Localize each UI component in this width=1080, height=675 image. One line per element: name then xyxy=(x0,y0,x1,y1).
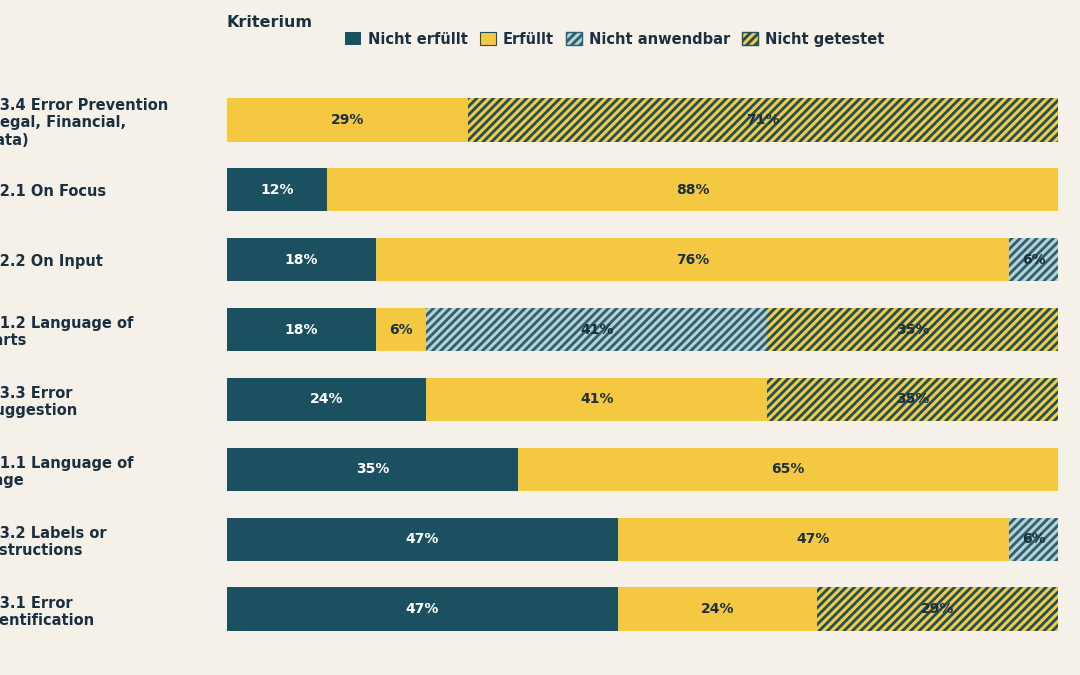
Text: 35%: 35% xyxy=(355,462,389,477)
Legend: Nicht erfüllt, Erfüllt, Nicht anwendbar, Nicht getestet: Nicht erfüllt, Erfüllt, Nicht anwendbar,… xyxy=(339,26,891,53)
Text: 71%: 71% xyxy=(746,113,780,127)
Text: 76%: 76% xyxy=(676,252,710,267)
Bar xyxy=(1009,238,1058,281)
Bar xyxy=(427,378,767,421)
Text: 41%: 41% xyxy=(580,323,613,337)
Bar xyxy=(1009,518,1058,561)
Bar xyxy=(1009,518,1058,561)
Text: 29%: 29% xyxy=(330,113,364,127)
Text: 35%: 35% xyxy=(896,323,930,337)
Bar xyxy=(1009,238,1058,281)
Bar xyxy=(818,587,1058,630)
Text: 41%: 41% xyxy=(580,392,613,406)
Bar xyxy=(377,308,427,351)
Bar xyxy=(818,587,1058,630)
Text: 47%: 47% xyxy=(796,532,829,546)
Bar xyxy=(618,587,818,630)
Text: 29%: 29% xyxy=(921,602,955,616)
Bar xyxy=(377,238,1009,281)
Text: Kriterium: Kriterium xyxy=(227,16,313,30)
Text: 47%: 47% xyxy=(405,532,438,546)
Text: 12%: 12% xyxy=(260,183,294,197)
Bar xyxy=(227,587,618,630)
Bar xyxy=(767,308,1058,351)
Bar xyxy=(767,378,1058,421)
Text: 65%: 65% xyxy=(771,462,805,477)
Bar xyxy=(427,308,767,351)
Bar xyxy=(767,378,1058,421)
Text: 24%: 24% xyxy=(310,392,343,406)
Bar xyxy=(767,308,1058,351)
Bar xyxy=(518,448,1058,491)
Text: 18%: 18% xyxy=(285,323,319,337)
Text: 6%: 6% xyxy=(390,323,414,337)
Bar xyxy=(468,99,1058,142)
Bar xyxy=(227,238,377,281)
Text: 18%: 18% xyxy=(285,252,319,267)
Bar xyxy=(618,518,1009,561)
Bar xyxy=(227,518,618,561)
Text: 47%: 47% xyxy=(405,602,438,616)
Bar xyxy=(427,308,767,351)
Bar xyxy=(326,168,1058,211)
Bar xyxy=(227,448,518,491)
Text: 24%: 24% xyxy=(701,602,734,616)
Bar xyxy=(227,378,427,421)
Text: 6%: 6% xyxy=(1022,532,1045,546)
Bar xyxy=(227,99,468,142)
Bar xyxy=(468,99,1058,142)
Bar xyxy=(227,308,377,351)
Text: 35%: 35% xyxy=(896,392,930,406)
Text: 6%: 6% xyxy=(1022,252,1045,267)
Bar xyxy=(227,168,326,211)
Text: 88%: 88% xyxy=(676,183,710,197)
